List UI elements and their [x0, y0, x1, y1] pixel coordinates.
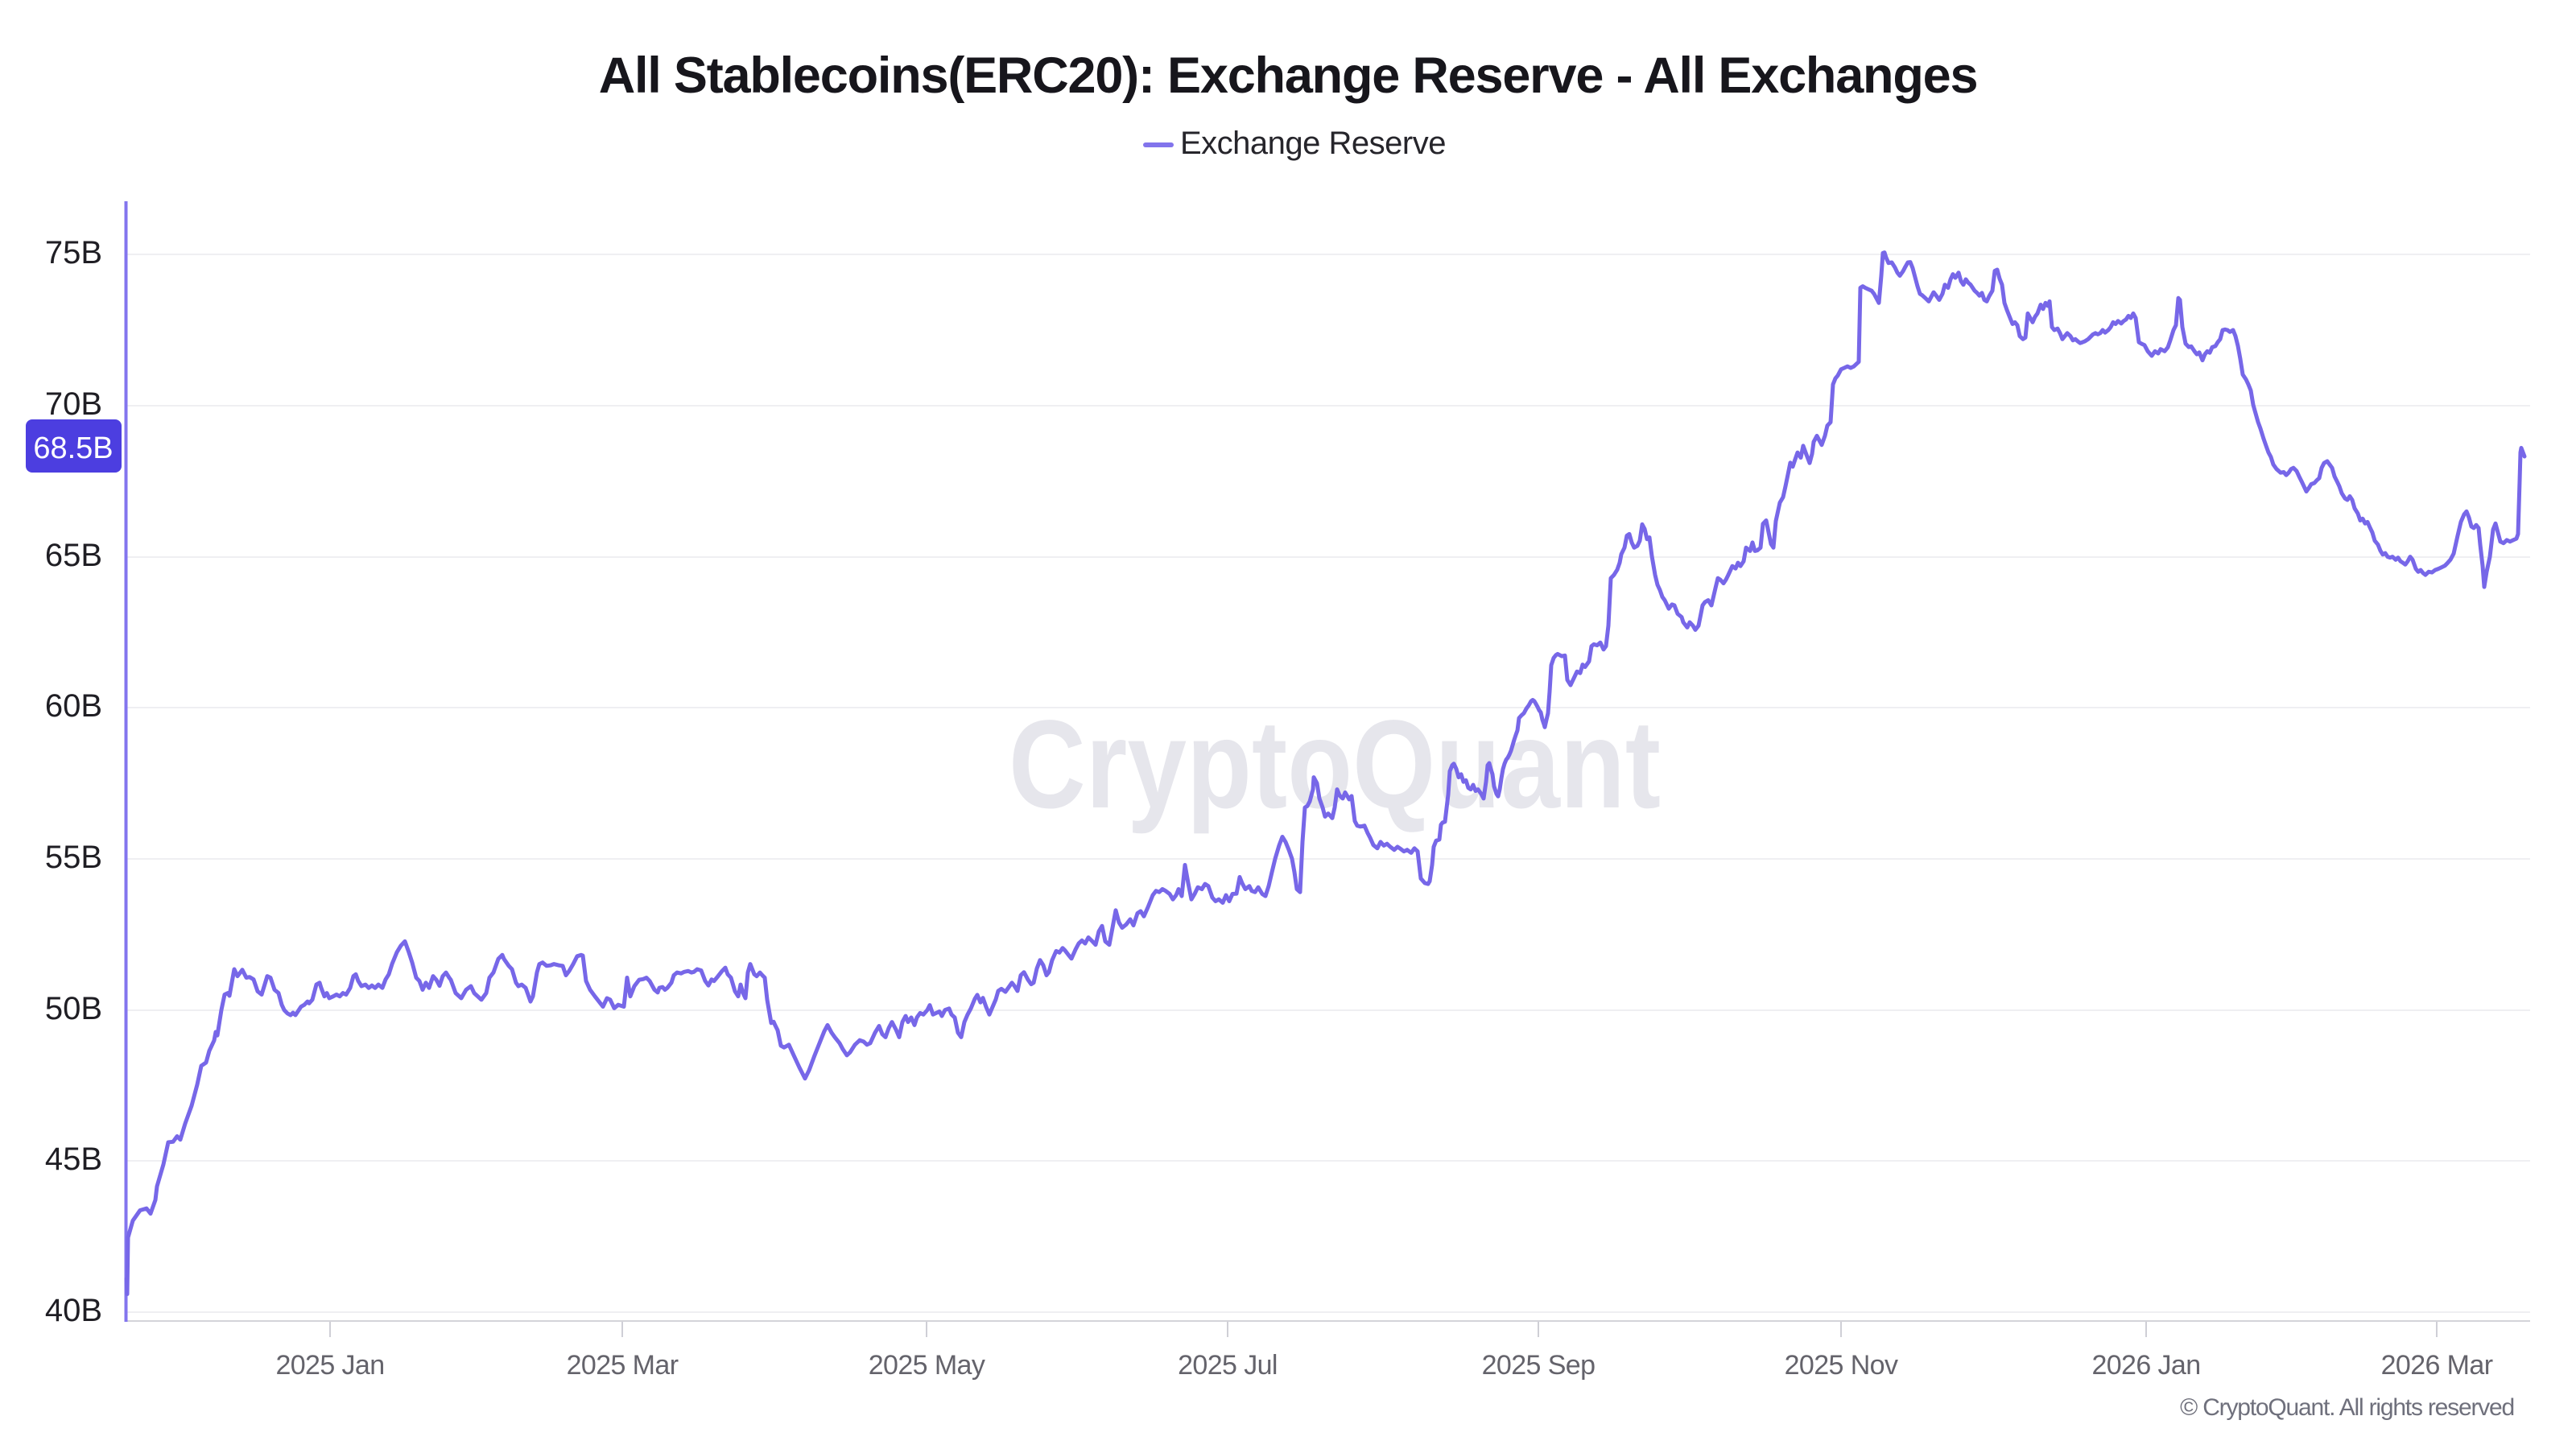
svg-text:40B: 40B [45, 1293, 102, 1328]
svg-text:© CryptoQuant. All rights rese: © CryptoQuant. All rights reserved [2180, 1394, 2514, 1421]
svg-text:68.5B: 68.5B [33, 431, 113, 465]
svg-text:2025 Sep: 2025 Sep [1482, 1350, 1596, 1381]
svg-text:75B: 75B [45, 235, 102, 270]
svg-text:70B: 70B [45, 386, 102, 422]
svg-text:All Stablecoins(ERC20): Exchan: All Stablecoins(ERC20): Exchange Reserve… [599, 47, 1978, 104]
svg-text:65B: 65B [45, 538, 102, 573]
svg-text:2025 May: 2025 May [869, 1350, 985, 1381]
svg-text:2026 Jan: 2026 Jan [2091, 1350, 2200, 1381]
svg-text:2026 Mar: 2026 Mar [2381, 1350, 2493, 1381]
svg-text:45B: 45B [45, 1141, 102, 1177]
svg-text:2025 Nov: 2025 Nov [1785, 1350, 1898, 1381]
svg-text:2025 Jan: 2025 Jan [275, 1350, 384, 1381]
svg-text:Exchange Reserve: Exchange Reserve [1180, 126, 1446, 161]
svg-text:50B: 50B [45, 991, 102, 1026]
svg-text:60B: 60B [45, 688, 102, 724]
svg-text:2025 Mar: 2025 Mar [567, 1350, 679, 1381]
svg-text:55B: 55B [45, 840, 102, 875]
svg-text:2025 Jul: 2025 Jul [1178, 1350, 1278, 1381]
